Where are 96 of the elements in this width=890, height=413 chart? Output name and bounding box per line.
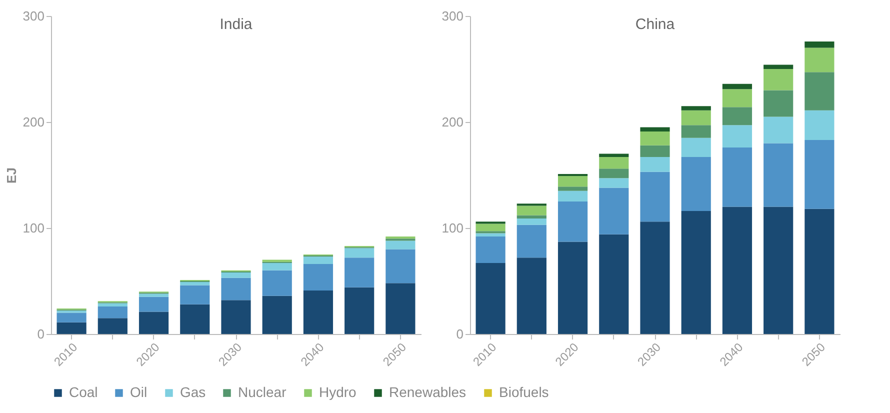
bar (138, 294, 169, 297)
bar (386, 249, 416, 284)
bar (138, 296, 169, 312)
bar (516, 206, 546, 216)
bar (262, 296, 292, 334)
chart-title: China (635, 16, 676, 33)
bar (516, 218, 546, 225)
bar (558, 202, 588, 242)
bar (558, 242, 588, 334)
y-tick-label: 300 (22, 8, 44, 24)
bar (344, 258, 374, 288)
bar (764, 90, 794, 117)
bar (56, 312, 86, 322)
bar (262, 262, 292, 270)
bar (722, 206, 752, 334)
bar (804, 140, 834, 209)
bar (558, 176, 588, 187)
bar (56, 322, 86, 334)
bar (804, 48, 834, 72)
bar (681, 125, 711, 138)
bar (221, 300, 251, 334)
y-tick-label: 200 (22, 114, 44, 130)
bar (221, 278, 251, 300)
legend-label: Hydro (319, 384, 357, 400)
bar (599, 154, 629, 157)
legend-label: Renewables (389, 384, 466, 400)
bar (558, 186, 588, 191)
bar (640, 127, 670, 132)
y-tick-label: 0 (456, 326, 464, 342)
y-tick-label: 300 (442, 8, 464, 24)
bar (681, 110, 711, 126)
bar (476, 224, 506, 232)
bar (558, 174, 588, 176)
legend-label: Nuclear (238, 384, 287, 400)
y-axis-title: EJ (4, 168, 19, 184)
bar (98, 306, 128, 318)
bar (303, 256, 334, 264)
bar (262, 270, 292, 296)
bar (344, 287, 374, 334)
bar (180, 285, 210, 304)
bar (599, 234, 629, 334)
chart-title: India (220, 16, 253, 33)
bar (180, 304, 210, 334)
bar (640, 172, 670, 222)
bar (804, 208, 834, 334)
bar (386, 236, 416, 239)
bar (640, 156, 670, 172)
bar (599, 188, 629, 234)
bar (722, 125, 752, 148)
y-tick-label: 200 (442, 114, 464, 130)
bar (764, 64, 794, 69)
bar (516, 224, 546, 258)
bar (599, 178, 629, 188)
bar (804, 41, 834, 48)
legend-label: Coal (69, 384, 98, 400)
y-tick-label: 100 (22, 220, 44, 236)
bar (516, 215, 546, 218)
bar (558, 190, 588, 202)
legend-label: Oil (130, 384, 148, 400)
bar (303, 290, 334, 334)
bar (640, 145, 670, 157)
bar (476, 233, 506, 236)
bar (386, 283, 416, 334)
bar (764, 143, 794, 207)
bar (599, 156, 629, 169)
bar (98, 318, 128, 334)
y-tick-label: 100 (442, 220, 464, 236)
y-tick-label: 0 (37, 326, 44, 342)
bar (221, 272, 251, 278)
bar (681, 156, 711, 212)
bar (516, 258, 546, 334)
bar (640, 222, 670, 334)
bar (722, 84, 752, 90)
bar (599, 168, 629, 178)
bar (180, 282, 210, 286)
bar (681, 211, 711, 334)
bar (722, 107, 752, 126)
bar (138, 312, 169, 334)
bar (476, 262, 506, 334)
bar (344, 248, 374, 258)
bar (804, 72, 834, 110)
bar (722, 89, 752, 108)
bar (804, 110, 834, 140)
bar (386, 240, 416, 250)
legend-label: Biofuels (499, 384, 549, 400)
bar (476, 236, 506, 263)
legend-label: Gas (180, 384, 206, 400)
bar (764, 116, 794, 144)
bar (681, 138, 711, 157)
bar (681, 106, 711, 110)
bar (303, 264, 334, 291)
bar (640, 132, 670, 146)
bar (764, 69, 794, 90)
bar (98, 303, 128, 306)
bar (722, 147, 752, 207)
bar (764, 206, 794, 334)
